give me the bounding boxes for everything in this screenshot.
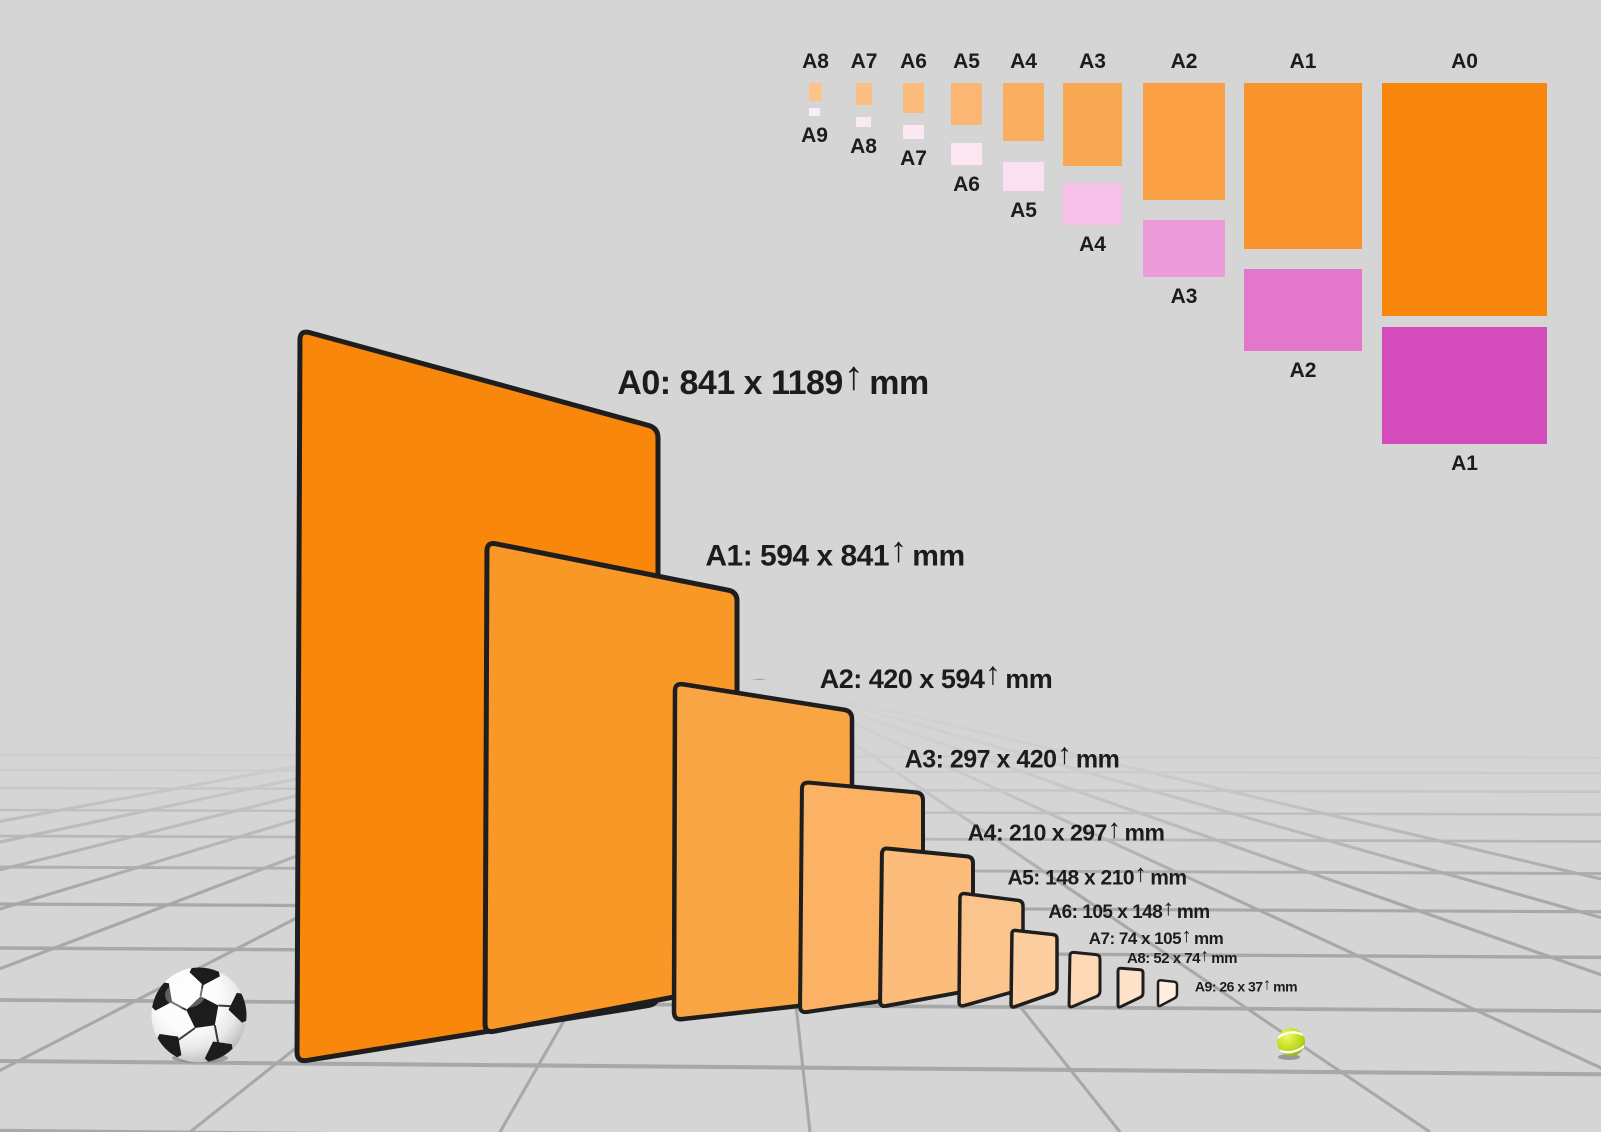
panel-label-landscape: A6 bbox=[953, 173, 980, 196]
panel-portrait-sheet-a6 bbox=[903, 83, 924, 113]
panel-label-portrait: A6 bbox=[900, 50, 927, 73]
panel-landscape-sheet-a4 bbox=[1063, 183, 1122, 225]
sheet-label-text: A4: 210 x 297 bbox=[967, 819, 1108, 846]
sheet-label-text: A6: 105 x 148 bbox=[1048, 901, 1163, 923]
unit-text: mm bbox=[1075, 745, 1120, 774]
panel-label-portrait: A3 bbox=[1079, 50, 1106, 73]
panel-landscape-sheet-a2 bbox=[1244, 269, 1362, 351]
panel-label-portrait: A0 bbox=[1451, 50, 1478, 73]
panel-landscape-sheet-a8 bbox=[856, 117, 871, 127]
panel-label-landscape: A4 bbox=[1079, 233, 1106, 256]
height-arrow-icon: ↑ bbox=[889, 529, 908, 570]
paper-sheet-a9 bbox=[1156, 979, 1179, 1008]
panel-label-portrait: A8 bbox=[802, 50, 829, 73]
unit-text: mm bbox=[1005, 664, 1053, 695]
height-arrow-icon: ↑ bbox=[1134, 860, 1147, 888]
sheet-label-text: A3: 297 x 420 bbox=[904, 745, 1057, 774]
sheet-label-text: A1: 594 x 841 bbox=[705, 539, 890, 573]
panel-label-landscape: A3 bbox=[1170, 285, 1198, 308]
panel-label-portrait: A1 bbox=[1289, 50, 1317, 73]
panel-label-portrait: A2 bbox=[1170, 50, 1198, 73]
sheet-label-a8: A8: 52 x 74↑ mm bbox=[1127, 945, 1237, 968]
panel-landscape-sheet-a7 bbox=[903, 125, 924, 139]
unit-text: mm bbox=[912, 539, 965, 573]
tennis-ball bbox=[1277, 1028, 1305, 1060]
panel-portrait-sheet-a1 bbox=[1244, 83, 1362, 249]
panel-label-landscape: A1 bbox=[1451, 452, 1478, 475]
unit-text: mm bbox=[869, 363, 929, 402]
paper-sheet-a7 bbox=[1067, 950, 1102, 1009]
height-arrow-icon: ↑ bbox=[984, 655, 1001, 692]
height-arrow-icon: ↑ bbox=[843, 353, 864, 399]
sheet-label-a6: A6: 105 x 148↑ mm bbox=[1048, 895, 1210, 923]
unit-text: mm bbox=[1194, 928, 1224, 948]
sheet-label-text: A2: 420 x 594 bbox=[819, 664, 985, 695]
sheet-label-a3: A3: 297 x 420↑ mm bbox=[904, 737, 1120, 774]
panel-portrait-sheet-a0 bbox=[1382, 83, 1547, 316]
panel-landscape-sheet-a6 bbox=[951, 143, 982, 165]
unit-text: mm bbox=[1176, 901, 1210, 923]
paper-sheet-a6 bbox=[1009, 928, 1059, 1009]
sheet-label-text: A7: 74 x 105 bbox=[1088, 928, 1182, 948]
sheet-label-a4: A4: 210 x 297↑ mm bbox=[967, 812, 1165, 846]
panel-landscape-sheet-a1 bbox=[1382, 327, 1547, 444]
unit-text: mm bbox=[1211, 950, 1237, 968]
panel-label-landscape: A9 bbox=[801, 124, 828, 147]
panel-portrait-sheet-a7 bbox=[856, 83, 872, 105]
panel-label-portrait: A7 bbox=[850, 50, 878, 73]
unit-text: mm bbox=[1273, 978, 1298, 995]
soccer-ball bbox=[151, 967, 247, 1063]
sheet-label-a5: A5: 148 x 210↑ mm bbox=[1007, 860, 1187, 891]
panel-portrait-sheet-a8 bbox=[809, 83, 822, 101]
panel-label-portrait: A5 bbox=[953, 50, 980, 73]
paper-sheets bbox=[294, 329, 1179, 1064]
sheet-label-a0: A0: 841 x 1189↑ mm bbox=[617, 356, 929, 402]
sheet-label-text: A8: 52 x 74 bbox=[1127, 950, 1200, 968]
panel-label-landscape: A5 bbox=[1010, 199, 1037, 222]
panel-portrait-sheet-a2 bbox=[1143, 83, 1225, 200]
height-arrow-icon: ↑ bbox=[1181, 924, 1191, 947]
sheet-label-a7: A7: 74 x 105↑ mm bbox=[1088, 924, 1224, 948]
panel-label-portrait: A4 bbox=[1010, 50, 1037, 73]
panel-landscape-sheet-a5 bbox=[1003, 162, 1044, 191]
panel-landscape-sheet-a9 bbox=[809, 108, 820, 116]
sheet-label-text: A9: 26 x 37 bbox=[1194, 978, 1263, 995]
height-arrow-icon: ↑ bbox=[1162, 895, 1174, 921]
panel-portrait-sheet-a5 bbox=[951, 83, 982, 125]
panel-portrait-sheet-a4 bbox=[1003, 83, 1044, 141]
sheet-label-a9: A9: 26 x 37↑ mm bbox=[1194, 974, 1298, 996]
panel-label-landscape: A2 bbox=[1289, 359, 1317, 382]
panel-landscape-sheet-a3 bbox=[1143, 220, 1225, 277]
floor-grid-line bbox=[0, 1058, 1601, 1077]
paper-sheet-a8 bbox=[1116, 966, 1145, 1009]
height-arrow-icon: ↑ bbox=[1107, 812, 1121, 844]
unit-text: mm bbox=[1124, 819, 1165, 846]
panel-portrait-sheet-a3 bbox=[1063, 83, 1122, 166]
height-arrow-icon: ↑ bbox=[1057, 737, 1072, 771]
sheet-label-text: A0: 841 x 1189 bbox=[617, 363, 843, 402]
unit-text: mm bbox=[1150, 866, 1187, 890]
panel-label-landscape: A7 bbox=[900, 147, 927, 170]
panel-label-landscape: A8 bbox=[850, 135, 877, 158]
height-arrow-icon: ↑ bbox=[1200, 945, 1209, 966]
sheet-label-a1: A1: 594 x 841↑ mm bbox=[705, 531, 965, 573]
sheet-label-a2: A2: 420 x 594↑ mm bbox=[819, 657, 1053, 695]
sheet-label-text: A5: 148 x 210 bbox=[1007, 866, 1135, 890]
height-arrow-icon: ↑ bbox=[1262, 974, 1271, 994]
